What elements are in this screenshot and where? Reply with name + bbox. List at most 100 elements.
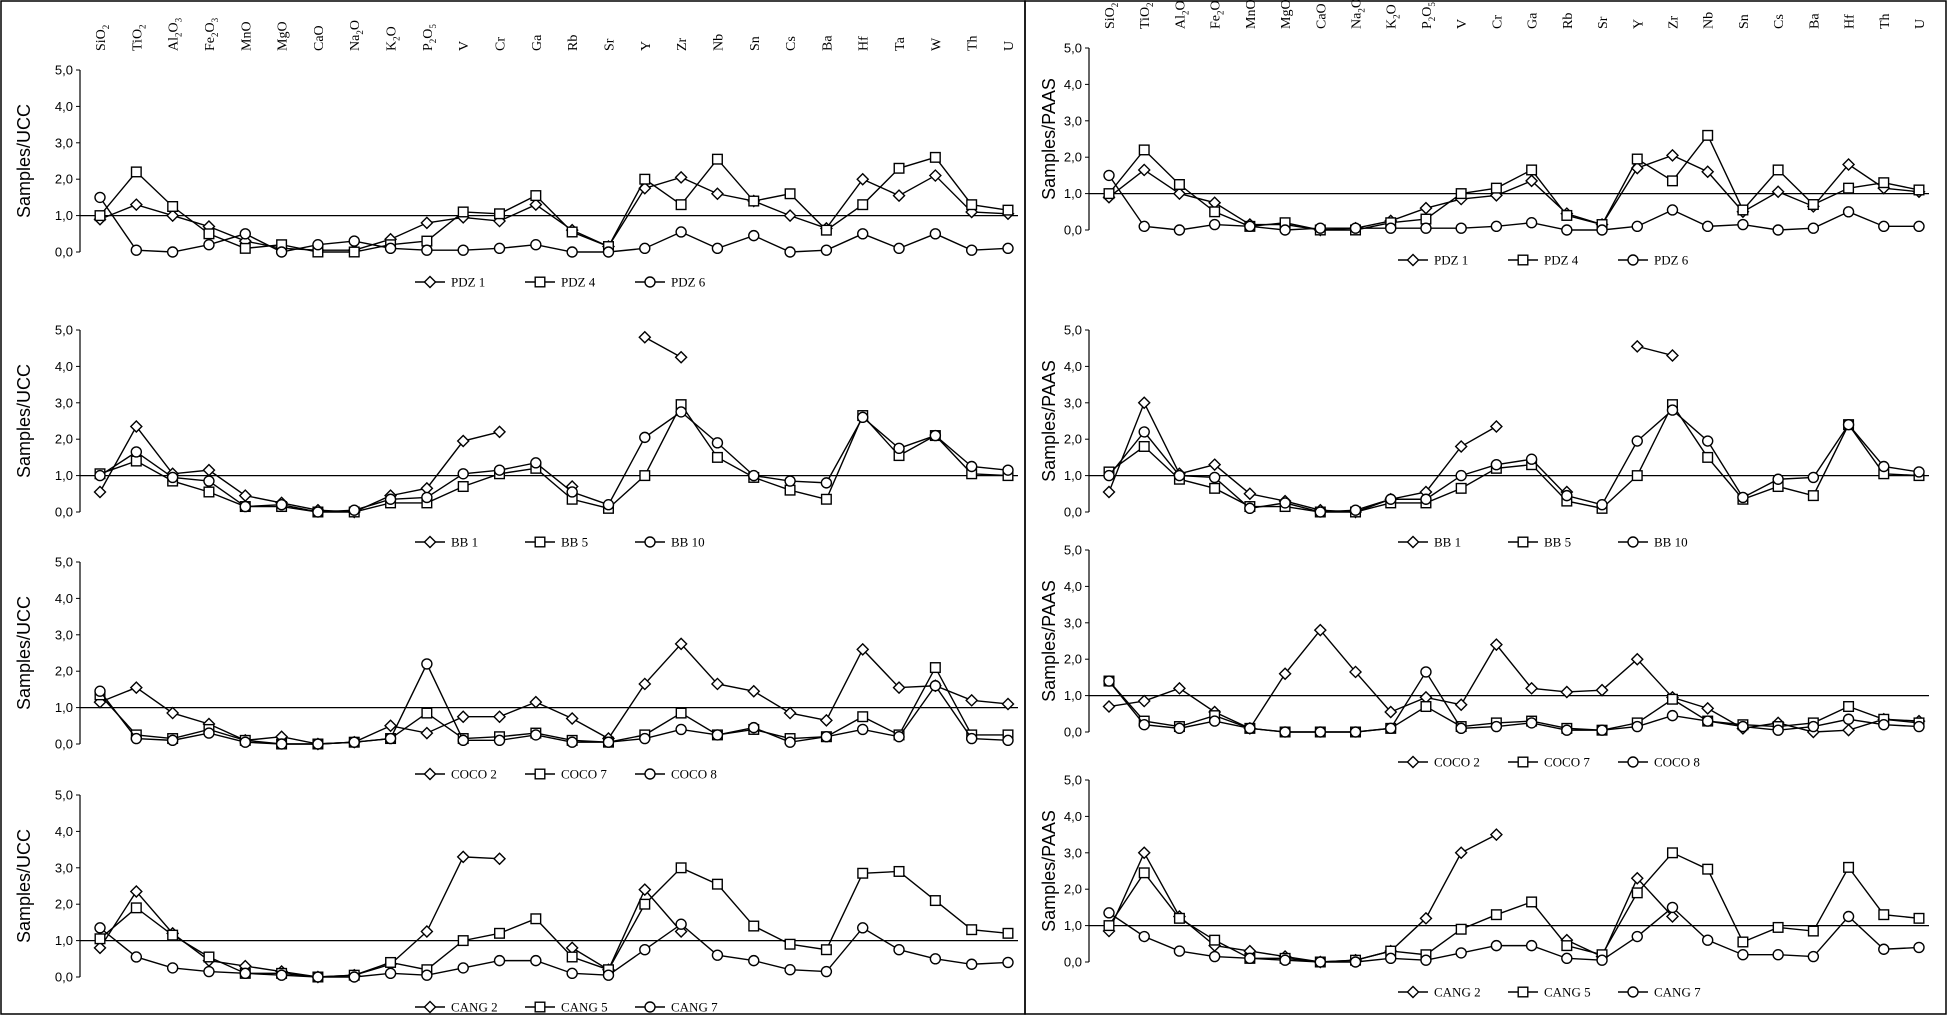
- element-label-text: Cs: [784, 36, 799, 51]
- marker-square: [749, 921, 759, 931]
- y-tick-label: 5,0: [1064, 323, 1082, 338]
- y-tick-label: 4,0: [1064, 579, 1082, 594]
- marker-circle: [168, 472, 178, 482]
- marker-circle: [131, 952, 141, 962]
- element-label: SiO2: [94, 25, 111, 51]
- marker-circle: [1456, 723, 1466, 733]
- marker-circle: [1667, 711, 1677, 721]
- element-label-text: Ga: [530, 34, 545, 51]
- marker-circle: [1703, 221, 1713, 231]
- marker-circle: [349, 972, 359, 982]
- y-tick-label: 3,0: [55, 395, 73, 410]
- marker-circle: [458, 963, 468, 973]
- marker-circle: [1139, 720, 1149, 730]
- marker-circle: [531, 730, 541, 740]
- marker-circle: [1421, 667, 1431, 677]
- marker-square: [1914, 914, 1924, 924]
- marker-circle: [749, 956, 759, 966]
- marker-diamond: [1104, 486, 1115, 497]
- y-tick-label: 2,0: [1064, 432, 1082, 447]
- marker-square: [1562, 211, 1572, 221]
- marker-circle: [1386, 953, 1396, 963]
- element-label-text: K: [385, 41, 400, 51]
- marker-square: [1003, 929, 1013, 939]
- y-tick-label: 0,0: [1064, 505, 1082, 520]
- marker-circle: [645, 277, 655, 287]
- element-label-text: Th: [1878, 13, 1893, 29]
- element-label-subscript: 3: [210, 17, 220, 22]
- element-label-text: O: [385, 26, 400, 36]
- marker-square: [386, 958, 396, 968]
- element-label-text: Nb: [1702, 12, 1717, 29]
- legend-label: COCO 2: [451, 767, 497, 782]
- element-label: Hf: [857, 36, 872, 51]
- y-tick-label: 0,0: [55, 245, 73, 260]
- element-label-text: Na: [348, 34, 363, 51]
- element-label: Zr: [1666, 15, 1681, 29]
- element-label: Sr: [602, 38, 617, 51]
- marker-circle: [531, 458, 541, 468]
- element-label: Cs: [1772, 14, 1787, 29]
- series-coco-7: [95, 663, 1013, 749]
- element-label-text: Na: [1350, 12, 1365, 29]
- marker-circle: [1703, 436, 1713, 446]
- marker-square: [1003, 205, 1013, 215]
- marker-circle: [1628, 255, 1638, 265]
- y-tick-label: 2,0: [55, 897, 73, 912]
- element-label: U: [1913, 19, 1928, 29]
- marker-square: [1703, 453, 1713, 463]
- element-label-text: SiO: [94, 29, 109, 51]
- marker-circle: [749, 231, 759, 241]
- element-label-text: Sn: [748, 36, 763, 51]
- element-label-text: Zr: [675, 37, 690, 51]
- marker-circle: [1280, 498, 1290, 508]
- marker-circle: [422, 970, 432, 980]
- marker-circle: [1597, 725, 1607, 735]
- marker-circle: [1491, 221, 1501, 231]
- marker-diamond: [1408, 255, 1419, 266]
- series-cang-7: [95, 919, 1013, 982]
- marker-square: [168, 202, 178, 212]
- legend-label: PDZ 6: [1654, 253, 1689, 268]
- marker-square: [1703, 131, 1713, 141]
- marker-square: [168, 930, 178, 940]
- marker-circle: [858, 724, 868, 734]
- marker-circle: [1597, 955, 1607, 965]
- marker-circle: [1879, 221, 1889, 231]
- element-label: CaO: [1314, 3, 1329, 29]
- legend-label: CANG 5: [561, 1000, 608, 1015]
- y-tick-label: 4,0: [55, 591, 73, 606]
- marker-circle: [821, 732, 831, 742]
- marker-square: [1703, 864, 1713, 874]
- element-label-text: U: [1002, 41, 1017, 51]
- marker-circle: [1667, 405, 1677, 415]
- marker-square: [95, 211, 105, 221]
- element-label-text: Rb: [566, 35, 581, 51]
- series-cang-7: [1104, 902, 1924, 967]
- marker-circle: [1456, 948, 1466, 958]
- marker-circle: [1003, 957, 1013, 967]
- marker-circle: [676, 227, 686, 237]
- y-tick-label: 0,0: [1064, 955, 1082, 970]
- marker-circle: [495, 243, 505, 253]
- marker-circle: [277, 247, 287, 257]
- element-label-text: O: [167, 22, 182, 32]
- marker-circle: [1773, 950, 1783, 960]
- marker-circle: [1245, 953, 1255, 963]
- element-label-subscript: 2: [1145, 2, 1155, 7]
- marker-square: [713, 453, 723, 463]
- marker-circle: [1245, 221, 1255, 231]
- marker-circle: [894, 732, 904, 742]
- y-tick-label: 3,0: [1064, 845, 1082, 860]
- marker-diamond: [95, 486, 106, 497]
- marker-circle: [422, 245, 432, 255]
- element-label: Na2O: [1350, 0, 1367, 29]
- series-bb-5: [95, 400, 1013, 517]
- marker-circle: [567, 247, 577, 257]
- legend-label: PDZ 4: [1544, 253, 1579, 268]
- marker-circle: [645, 1002, 655, 1012]
- y-tick-label: 0,0: [1064, 725, 1082, 740]
